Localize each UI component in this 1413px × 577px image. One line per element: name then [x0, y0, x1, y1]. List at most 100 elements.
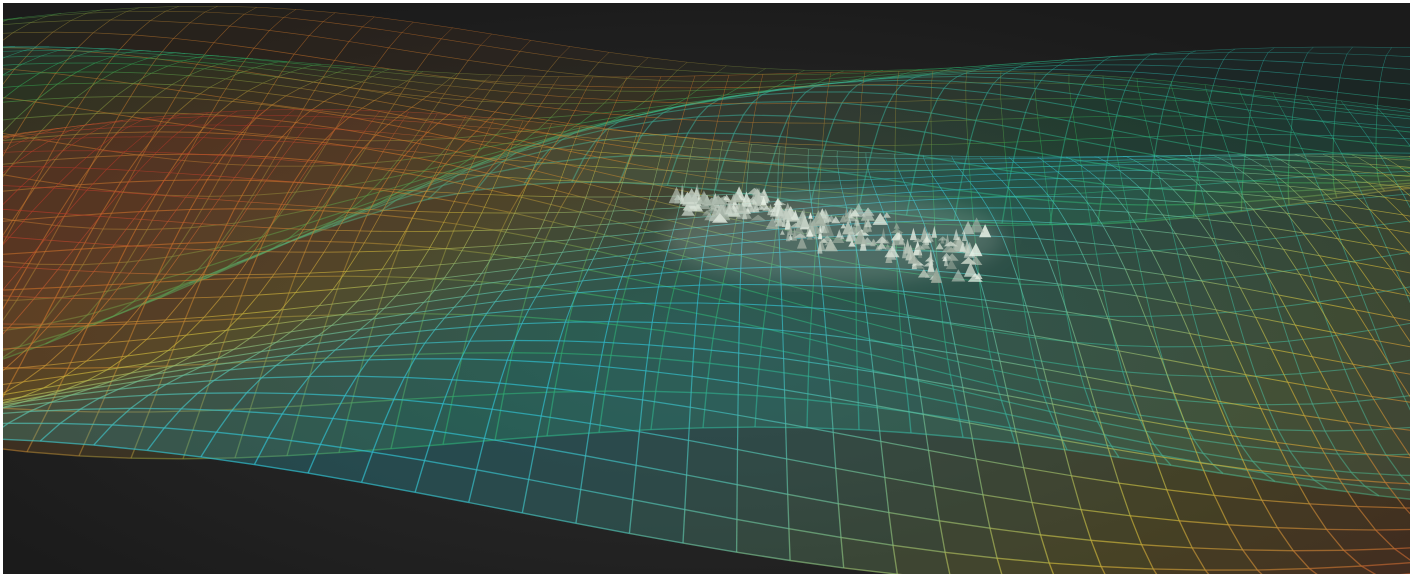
grid-line [1031, 59, 1072, 63]
grid-cell [1129, 72, 1175, 85]
grid-cell [1000, 98, 1038, 120]
grid-cell [684, 171, 718, 184]
grid-line [34, 47, 75, 51]
grid-cell [1002, 118, 1041, 143]
grid-line [977, 66, 1019, 70]
grid-cell [866, 157, 897, 165]
grid-cell [1097, 203, 1148, 224]
grid-cell [1103, 84, 1141, 100]
render-viewport [3, 3, 1410, 574]
grid-cell [1376, 128, 1410, 147]
grid-cell [1337, 77, 1381, 97]
grid-cell [440, 134, 497, 156]
grid-line [835, 72, 875, 75]
grid-cell [1292, 102, 1336, 124]
grid-cell [715, 172, 748, 184]
grid-line [1024, 61, 1065, 65]
grid-cell [62, 262, 128, 298]
grid-cell [41, 291, 108, 326]
grid-cell [55, 50, 116, 79]
grid-cell [3, 47, 35, 70]
grid-line [428, 53, 469, 61]
grid-cell [937, 88, 988, 105]
wireframe-terrain-scene [3, 3, 1410, 574]
grid-line [30, 20, 71, 23]
grid-cell [826, 84, 863, 104]
grid-cell [261, 206, 323, 238]
grid-cell [861, 84, 898, 103]
grid-cell [1035, 98, 1074, 118]
grid-cell [227, 132, 287, 167]
grid-line [547, 70, 588, 76]
grid-line [3, 17, 23, 20]
grid-line [509, 116, 552, 120]
grid-cell [380, 185, 443, 212]
grid-line [826, 75, 866, 80]
grid-line [1215, 78, 1257, 84]
grid-cell [395, 169, 455, 194]
grid-cell [894, 158, 927, 165]
grid-cell [468, 101, 523, 120]
grid-cell [715, 158, 772, 196]
grid-cell [1160, 109, 1206, 133]
grid-line [3, 22, 31, 25]
grid-cell [677, 133, 734, 159]
grid-line [507, 65, 548, 72]
grid-cell [896, 83, 932, 102]
grid-cell [47, 10, 101, 16]
grid-line [1195, 48, 1236, 52]
grid-cell [1093, 64, 1139, 72]
grid-cell [567, 116, 623, 131]
grid-line [323, 21, 363, 28]
grid-cell [1288, 189, 1336, 199]
grid-cell [965, 82, 1001, 100]
surface-layers [3, 5, 1410, 574]
grid-cell [3, 325, 42, 351]
grid-line [220, 96, 263, 104]
grid-cell [454, 148, 512, 170]
grid-cell [535, 71, 588, 90]
grid-cell [397, 138, 455, 161]
grid-cell [788, 101, 842, 120]
grid-cell [746, 172, 779, 184]
grid-cell [1194, 191, 1243, 205]
grid-cell [786, 123, 825, 145]
grid-line [213, 42, 255, 49]
grid-cell [1175, 100, 1216, 117]
grid-cell [153, 248, 217, 282]
grid-line [480, 44, 521, 52]
grid-line [897, 72, 938, 77]
grid-line [882, 68, 923, 71]
grid-cell [3, 261, 39, 301]
grid-cell [412, 119, 469, 141]
grid-line [61, 9, 101, 14]
grid-cell [822, 122, 860, 146]
grid-cell [1041, 74, 1088, 85]
grid-cell [1180, 116, 1223, 136]
grid-cell [923, 158, 956, 165]
grid-line [401, 32, 442, 40]
grid-cell [503, 139, 562, 162]
grid-cell [133, 20, 190, 39]
grid-line [204, 11, 245, 15]
grid-cell [753, 103, 792, 123]
grid-cell [509, 103, 564, 120]
grid-line [261, 102, 304, 110]
grid-line [817, 79, 858, 84]
grid-cell [3, 297, 63, 331]
grid-cell [858, 122, 896, 146]
grid-cell [1334, 185, 1383, 194]
grid-line [295, 9, 336, 13]
grid-cell [123, 155, 185, 196]
grid-line [3, 32, 13, 34]
grid-cell [30, 13, 87, 23]
grid-line [559, 56, 599, 63]
grid-cell [508, 51, 560, 72]
grid-line [86, 11, 127, 14]
grid-cell [756, 68, 805, 75]
grid-line [677, 69, 717, 73]
grid-cell [1015, 129, 1066, 158]
grid-line [374, 16, 414, 23]
grid-cell [547, 57, 599, 76]
